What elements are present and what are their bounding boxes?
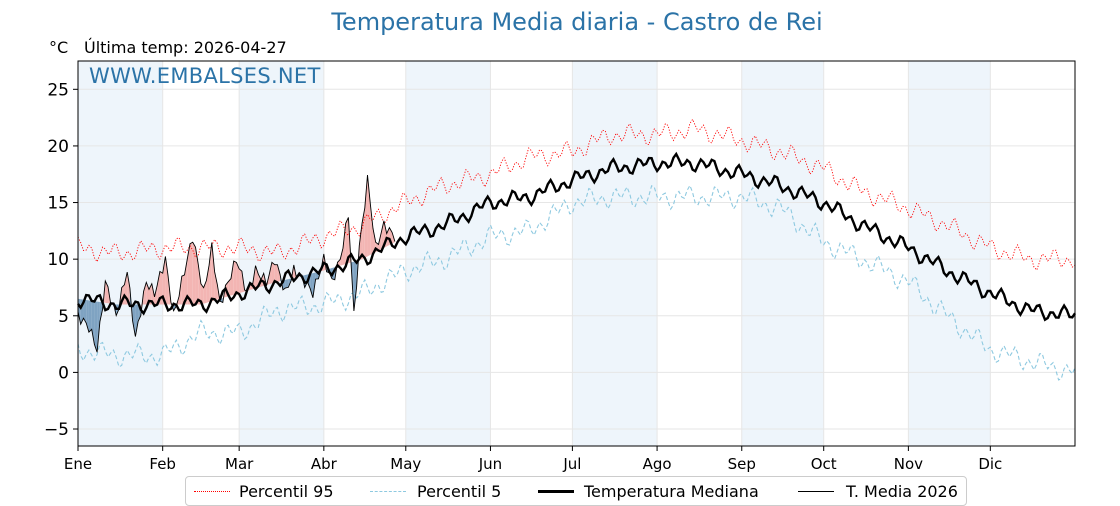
last-temp-label: Última temp: 2026-04-27 xyxy=(84,38,287,57)
chart-title: Temperatura Media diaria - Castro de Rei xyxy=(331,8,823,36)
fill-below-median xyxy=(304,274,308,288)
x-tick-label: Mar xyxy=(225,455,254,473)
series-temperatura-mediana xyxy=(77,151,1076,322)
fill-above-median xyxy=(187,243,190,305)
fill-below-median xyxy=(97,301,100,353)
fill-below-median xyxy=(88,300,92,333)
unit-label: °C xyxy=(49,38,69,57)
legend: Percentil 95 Percentil 5 Temperatura Med… xyxy=(185,476,967,506)
fill-above-median xyxy=(364,174,368,258)
fill-above-median xyxy=(236,262,240,294)
fill-above-median xyxy=(381,220,384,250)
watermark: WWW.EMBALSES.NET xyxy=(89,64,321,88)
fill-above-median xyxy=(233,261,237,295)
fill-above-median xyxy=(271,262,275,284)
series-percentil-5 xyxy=(77,184,1076,381)
fill-above-median xyxy=(157,271,160,305)
fill-above-median xyxy=(181,274,185,305)
x-tick-label: Ene xyxy=(64,455,92,473)
y-tick-label: 20 xyxy=(47,137,69,157)
month-band xyxy=(78,61,163,446)
series-lines xyxy=(77,118,1076,381)
fill-above-median xyxy=(184,258,188,305)
fill-above-median xyxy=(189,242,193,305)
legend-swatch-p95 xyxy=(194,491,230,492)
x-tick-label: Oct xyxy=(811,455,837,473)
plot-frame xyxy=(77,60,1076,447)
fill-above-median xyxy=(192,242,196,305)
x-tick-label: Sep xyxy=(728,455,756,473)
month-band xyxy=(908,61,991,446)
series-percentil-95 xyxy=(77,118,1076,271)
fill-above-median xyxy=(214,271,218,301)
fill-above-median xyxy=(165,256,169,305)
fill-below-median xyxy=(83,299,87,324)
fill-above-median xyxy=(230,261,234,296)
y-tick-label: 0 xyxy=(58,363,69,383)
legend-label-median: Temperatura Mediana xyxy=(584,482,759,501)
fill-above-median xyxy=(127,272,130,305)
fill-above-median xyxy=(255,265,259,289)
fill-below-median xyxy=(135,304,139,337)
x-tick-label: Abr xyxy=(311,455,338,473)
x-tick-label: Dic xyxy=(978,455,1002,473)
fill-above-median xyxy=(211,242,215,302)
x-tick-label: Jun xyxy=(478,455,502,473)
fill-below-median xyxy=(91,300,95,345)
legend-swatch-2026 xyxy=(798,491,834,492)
y-axis-ticks: −5 0 5 10 15 20 25 xyxy=(44,80,78,440)
x-tick-label: May xyxy=(390,455,421,473)
series-t-media-2026 xyxy=(77,174,396,353)
month-band xyxy=(239,61,324,446)
month-band xyxy=(741,61,824,446)
legend-label-p95: Percentil 95 xyxy=(239,482,334,501)
month-bands xyxy=(78,61,991,446)
legend-label-2026: T. Media 2026 xyxy=(846,482,958,501)
y-tick-label: −5 xyxy=(44,420,69,440)
fill-above-median xyxy=(370,203,374,255)
x-tick-label: Feb xyxy=(149,455,176,473)
fill-below-median xyxy=(310,273,313,298)
x-tick-label: Ago xyxy=(643,455,672,473)
fill-below-median xyxy=(285,279,289,288)
grid-lines xyxy=(77,61,1075,446)
y-tick-label: 15 xyxy=(47,194,69,214)
x-tick-label: Jul xyxy=(562,455,581,473)
fill-above-median xyxy=(228,278,231,297)
fill-above-median xyxy=(206,265,210,303)
y-tick-label: 10 xyxy=(47,250,69,270)
fill-above-median xyxy=(345,217,349,265)
fill-above-median xyxy=(239,268,242,294)
legend-swatch-p5 xyxy=(370,491,406,492)
month-band xyxy=(572,61,658,446)
x-axis-ticks: Ene Feb Mar Abr May Jun Jul Ago Sep Oct Nov Dic xyxy=(64,446,1002,473)
fill-above-median xyxy=(198,263,201,305)
fill-above-median xyxy=(269,262,272,285)
fill-below-median xyxy=(94,301,98,353)
y-tick-label: 5 xyxy=(58,307,69,327)
fill-above-median xyxy=(162,256,166,305)
x-tick-label: Nov xyxy=(894,455,923,473)
month-band xyxy=(405,61,491,446)
fill-above-median xyxy=(209,242,212,303)
fill-above-median xyxy=(277,264,281,282)
legend-swatch-median xyxy=(538,490,574,493)
fill-above-median xyxy=(274,264,278,283)
fill-above-median xyxy=(367,174,371,257)
legend-label-p5: Percentil 5 xyxy=(417,482,502,501)
fill-below-median xyxy=(132,304,136,337)
fill-above-median xyxy=(200,283,204,305)
fill-above-median xyxy=(143,282,147,305)
fill-below-median xyxy=(353,260,357,311)
y-tick-label: 25 xyxy=(47,80,69,100)
